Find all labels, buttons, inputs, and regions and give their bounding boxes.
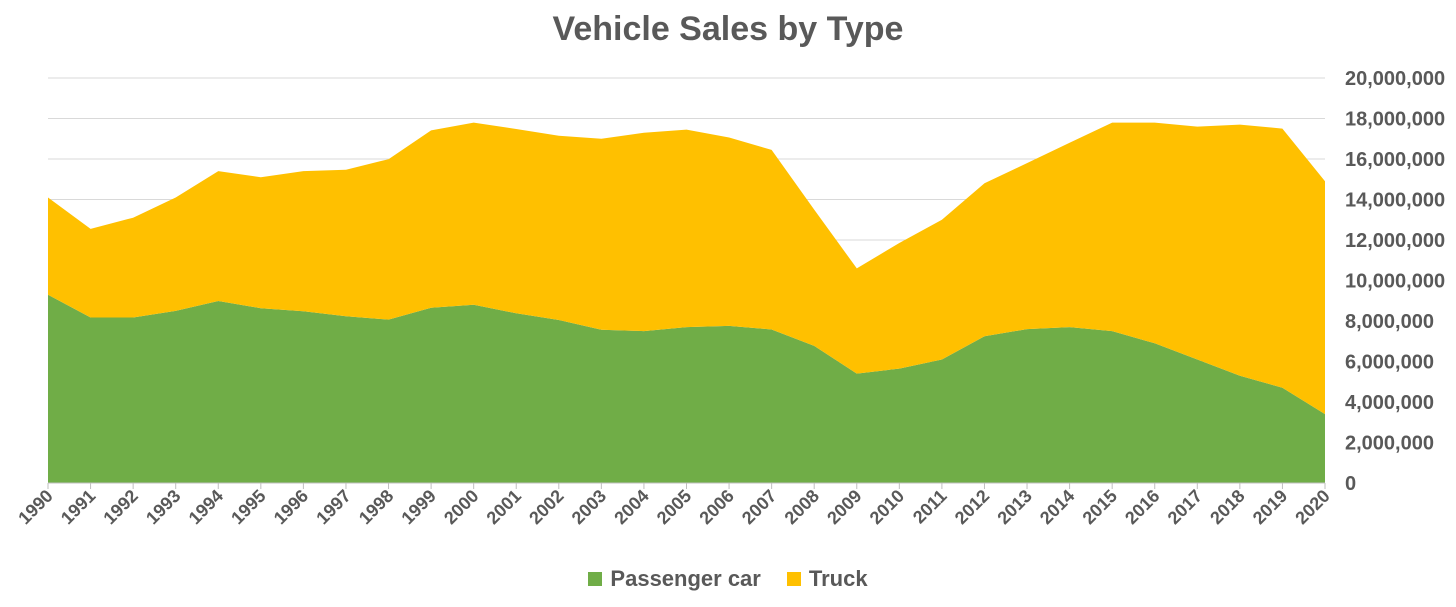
x-tick-label: 2004 (610, 486, 652, 528)
x-tick-label: 2010 (866, 486, 908, 528)
chart-title: Vehicle Sales by Type (552, 10, 904, 48)
x-tick-label: 1997 (312, 486, 354, 528)
x-tick-label: 2020 (1291, 486, 1333, 528)
x-tick-label: 2011 (909, 486, 951, 528)
x-tick-label: 2009 (823, 486, 865, 528)
legend-item-truck: Truck (786, 566, 868, 592)
x-tick-label: 2016 (1121, 486, 1163, 528)
legend-item-passenger-car: Passenger car (588, 566, 761, 592)
y-tick-label: 20,000,000 (1345, 68, 1445, 90)
x-tick-label: 2017 (1164, 486, 1206, 528)
x-tick-label: 1993 (142, 486, 184, 528)
x-tick-label: 1999 (397, 486, 439, 528)
area-series-layer (48, 122, 1325, 483)
x-tick-label: 2007 (738, 486, 780, 528)
x-tick-label: 2001 (483, 486, 525, 528)
x-tick-label: 1995 (227, 486, 269, 528)
x-tick-label: 2019 (1249, 486, 1291, 528)
x-tick-label: 2000 (440, 486, 482, 528)
y-tick-label: 8,000,000 (1345, 311, 1434, 333)
legend: Passenger car Truck (0, 566, 1456, 592)
area-series-truck (48, 122, 1325, 415)
y-tick-label: 2,000,000 (1345, 433, 1434, 455)
x-tick-label: 1996 (270, 486, 312, 528)
x-tick-label: 2013 (993, 486, 1035, 528)
y-tick-label: 16,000,000 (1345, 149, 1445, 171)
y-tick-label: 4,000,000 (1345, 392, 1434, 414)
x-tick-label: 1994 (185, 486, 227, 528)
y-tick-label: 18,000,000 (1345, 109, 1445, 131)
x-tick-label: 2015 (1079, 486, 1121, 528)
x-tick-label: 2005 (653, 486, 695, 528)
x-tick-label: 1998 (355, 486, 397, 528)
y-tick-label: 0 (1345, 473, 1356, 495)
legend-label-truck: Truck (808, 566, 868, 591)
x-tick-label: 2002 (525, 486, 567, 528)
x-tick-label: 2014 (1036, 486, 1078, 528)
legend-swatch-passenger-car (588, 572, 603, 586)
x-tick-label: 1991 (57, 486, 99, 528)
y-tick-label: 12,000,000 (1345, 230, 1445, 252)
legend-swatch-truck (786, 572, 801, 586)
x-tick-label: 1992 (100, 486, 142, 528)
x-tick-label: 1990 (14, 486, 56, 528)
area-series-passenger-car (48, 294, 1325, 483)
x-tick-label: 2012 (951, 486, 993, 528)
y-tick-label: 6,000,000 (1345, 352, 1434, 374)
x-tick-label: 2006 (695, 486, 737, 528)
x-tick-label: 2008 (781, 486, 823, 528)
y-tick-label: 14,000,000 (1345, 190, 1445, 212)
x-tick-label: 2003 (568, 486, 610, 528)
y-tick-label: 10,000,000 (1345, 271, 1445, 293)
x-tick-label: 2018 (1206, 486, 1248, 528)
legend-label-passenger-car: Passenger car (610, 566, 761, 591)
